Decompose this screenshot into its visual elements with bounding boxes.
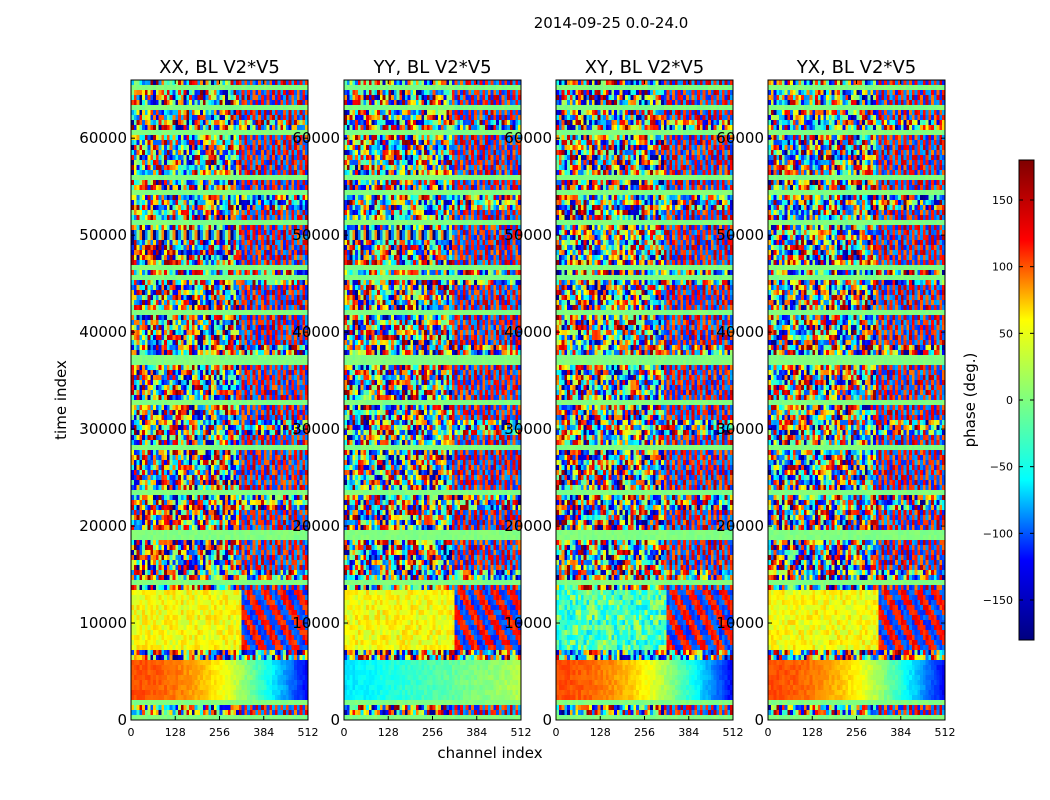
y-tick-label: 50000 — [504, 226, 552, 244]
x-tick-label: 384 — [253, 726, 274, 739]
y-tick-label: 20000 — [716, 517, 764, 535]
colorbar-tick-label: 100 — [992, 261, 1013, 274]
y-tick-label: 40000 — [79, 323, 127, 341]
y-tick-label: 0 — [542, 711, 552, 729]
y-axis-label: time index — [52, 360, 70, 440]
colorbar-tick-label: −100 — [983, 527, 1013, 540]
panel-4: YX, BL V2*V5 0 128 256 384 512 0 10000 20000 3000… — [716, 57, 955, 739]
y-tick-label: 50000 — [79, 226, 127, 244]
panel-3: XY, BL V2*V5 0 128 256 384 512 0 10000 20000 3000… — [504, 57, 743, 739]
y-tick-label: 0 — [754, 711, 764, 729]
panel-1: XX, BL V2*V5 0 128 256 384 512 0 10000 20000 3000… — [79, 57, 318, 739]
x-axis-label: channel index — [437, 744, 542, 762]
x-tick-label: 512 — [723, 726, 744, 739]
y-tick-label: 10000 — [504, 614, 552, 632]
x-tick-label: 0 — [765, 726, 772, 739]
x-tick-label: 384 — [466, 726, 487, 739]
x-tick-label: 128 — [378, 726, 399, 739]
heatmap-image-1 — [131, 80, 308, 720]
y-tick-label: 20000 — [79, 517, 127, 535]
y-tick-label: 0 — [330, 711, 340, 729]
x-tick-label: 512 — [935, 726, 956, 739]
x-tick-label: 256 — [422, 726, 443, 739]
heatmap-image-4 — [768, 80, 945, 720]
y-tick-label: 40000 — [292, 323, 340, 341]
y-tick-label: 40000 — [716, 323, 764, 341]
y-tick-label: 20000 — [292, 517, 340, 535]
y-tick-label: 60000 — [79, 129, 127, 147]
panel-title-2: YY, BL V2*V5 — [372, 57, 491, 78]
x-tick-label: 384 — [678, 726, 699, 739]
colorbar-tick-label: 150 — [992, 194, 1013, 207]
x-tick-label: 256 — [846, 726, 867, 739]
colorbar-tick-label: 50 — [999, 327, 1013, 340]
y-tick-label: 60000 — [292, 129, 340, 147]
panel-title-1: XX, BL V2*V5 — [159, 57, 280, 78]
x-tick-label: 256 — [634, 726, 655, 739]
y-tick-label: 60000 — [504, 129, 552, 147]
y-tick-label: 40000 — [504, 323, 552, 341]
y-tick-label: 30000 — [292, 420, 340, 438]
y-tick-label: 10000 — [79, 614, 127, 632]
y-tick-label: 20000 — [504, 517, 552, 535]
panel-2: YY, BL V2*V5 0 128 256 384 512 0 10000 20000 3000… — [292, 57, 531, 739]
y-tick-label: 10000 — [716, 614, 764, 632]
y-tick-label: 30000 — [79, 420, 127, 438]
colorbar: −150 −100 −50 0 50 100 150 phase (deg.) — [961, 159, 1035, 641]
y-tick-label: 50000 — [292, 226, 340, 244]
x-tick-label: 384 — [890, 726, 911, 739]
x-tick-label: 128 — [590, 726, 611, 739]
x-tick-label: 0 — [341, 726, 348, 739]
heatmap-image-3 — [556, 80, 733, 720]
panels: XX, BL V2*V5 0 128 256 384 512 0 10000 20000 3000… — [79, 57, 955, 739]
y-tick-label: 0 — [117, 711, 127, 729]
x-tick-label: 128 — [165, 726, 186, 739]
y-tick-label: 10000 — [292, 614, 340, 632]
x-tick-label: 512 — [511, 726, 532, 739]
x-tick-label: 0 — [128, 726, 135, 739]
x-tick-label: 256 — [209, 726, 230, 739]
panel-title-4: YX, BL V2*V5 — [796, 57, 916, 78]
figure-title: 2014-09-25 0.0-24.0 — [534, 14, 689, 32]
colorbar-ticks: −150 −100 −50 0 50 100 150 — [983, 194, 1034, 607]
panel-title-3: XY, BL V2*V5 — [585, 57, 704, 78]
colorbar-tick-label: −150 — [983, 594, 1013, 607]
x-tick-label: 512 — [298, 726, 319, 739]
y-tick-label: 30000 — [504, 420, 552, 438]
x-tick-label: 0 — [553, 726, 560, 739]
y-tick-label: 50000 — [716, 226, 764, 244]
x-tick-label: 128 — [802, 726, 823, 739]
colorbar-tick-label: 0 — [1006, 394, 1013, 407]
colorbar-label: phase (deg.) — [961, 353, 979, 448]
y-tick-label: 60000 — [716, 129, 764, 147]
colorbar-tick-label: −50 — [990, 461, 1013, 474]
heatmap-image-2 — [344, 80, 521, 720]
y-tick-label: 30000 — [716, 420, 764, 438]
